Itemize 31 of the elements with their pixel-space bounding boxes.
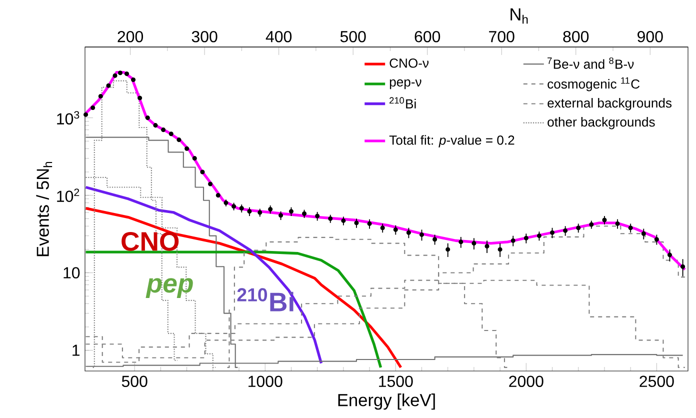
y-tick-label: 10$^{2}$ xyxy=(57,188,80,202)
legend-label: Total fit: p-value = 0.2 xyxy=(389,135,514,148)
x2-tick-label: 400 xyxy=(266,30,292,42)
x2-tick-label: 900 xyxy=(638,30,663,42)
x2-tick-label: 300 xyxy=(192,30,218,42)
annotation: $^{210}$Bi xyxy=(237,288,294,312)
y-tick-label: 1 xyxy=(72,344,80,356)
x-axis-title: Energy [keV] xyxy=(338,394,435,410)
x2-tick-label: 200 xyxy=(118,30,144,42)
x2-tick-label: 700 xyxy=(489,30,514,42)
legend-label: CNO-ν xyxy=(390,58,429,68)
x-tick-label: 2500 xyxy=(640,376,674,388)
x2-tick-label: 800 xyxy=(563,30,589,42)
legend-label: cosmogenic $^{11}$C xyxy=(548,77,640,92)
legend-label: $^{7}$Be-ν and $^{8}$B-ν xyxy=(548,57,634,69)
y-tick-label: 10 xyxy=(64,267,80,278)
x2-tick-label: 600 xyxy=(414,30,440,42)
annotation: CNO xyxy=(122,232,179,251)
y-axis-title: Events / 5N$_{h}$ xyxy=(36,162,52,256)
legend-label: $^{210}$Bi xyxy=(390,97,416,108)
x2-axis-title: N$_{h}$ xyxy=(510,8,528,24)
legend-label: pep-ν xyxy=(390,79,422,90)
x-tick-label: 2000 xyxy=(509,376,544,388)
annotation: pep xyxy=(146,278,193,298)
x2-tick-label: 500 xyxy=(340,30,366,42)
legend-label: other backgrounds xyxy=(548,117,655,130)
y-tick-label: 10$^{3}$ xyxy=(57,111,80,125)
x-tick-label: 1000 xyxy=(248,376,282,388)
x-tick-label: 1500 xyxy=(379,376,413,388)
legend-label: external backgrounds xyxy=(548,98,672,110)
x-tick-label: 500 xyxy=(122,376,148,388)
